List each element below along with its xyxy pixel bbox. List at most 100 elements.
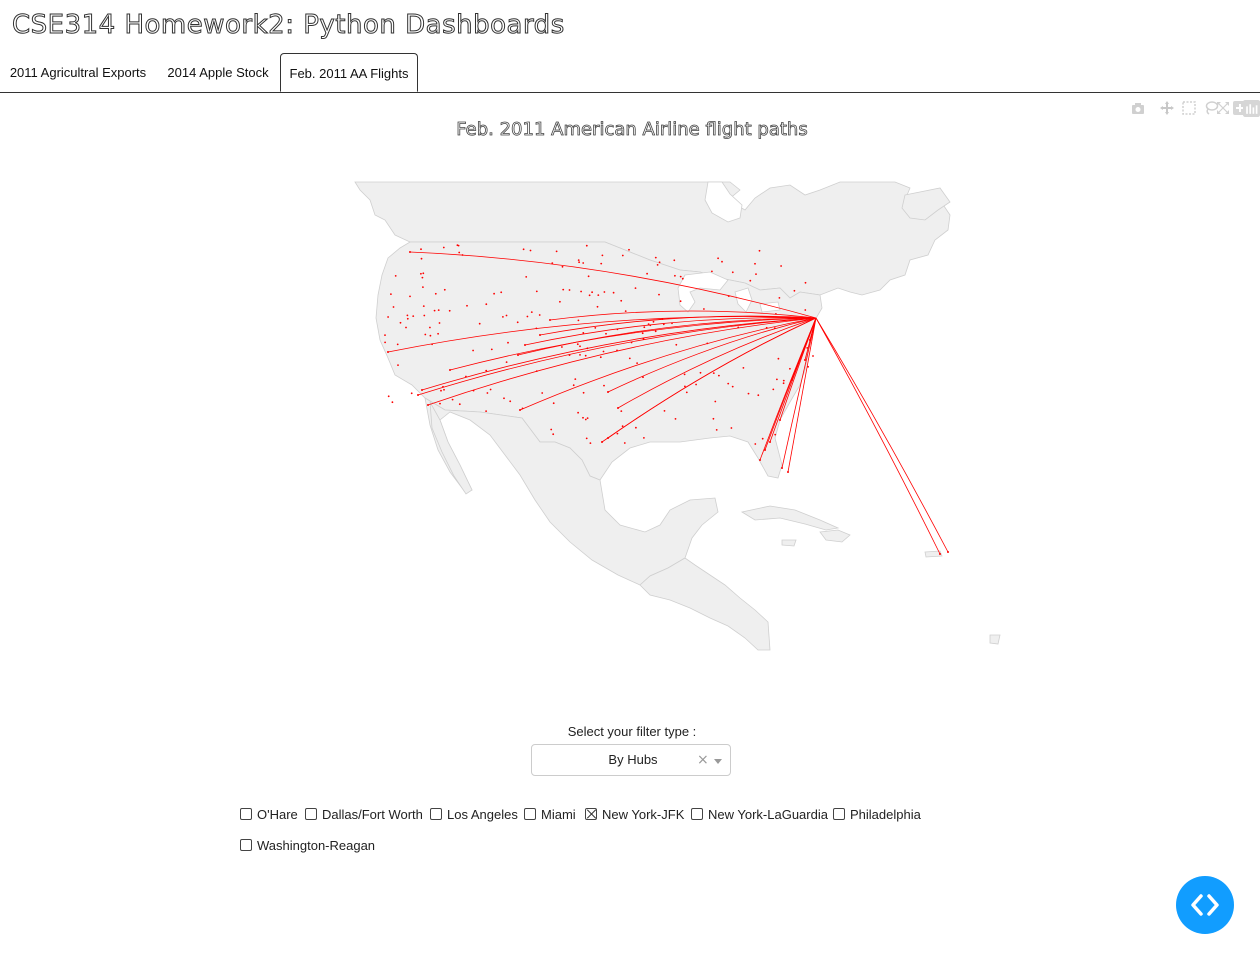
pan-icon[interactable] (1159, 100, 1175, 116)
airport-marker[interactable] (642, 376, 644, 379)
airport-marker[interactable] (641, 332, 644, 335)
lasso-icon[interactable] (1203, 100, 1219, 116)
airport-marker[interactable] (684, 385, 686, 388)
airport-marker[interactable] (409, 295, 411, 298)
airport-marker[interactable] (485, 410, 487, 412)
airport-marker[interactable] (699, 371, 702, 374)
airport-marker[interactable] (578, 261, 580, 264)
airport-marker[interactable] (711, 270, 713, 273)
hub-checkbox-los-angeles[interactable]: Los Angeles (430, 806, 518, 822)
airport-marker[interactable] (804, 359, 806, 361)
airport-marker[interactable] (769, 441, 771, 443)
airport-marker[interactable] (718, 374, 720, 377)
airport-marker[interactable] (712, 372, 715, 374)
airport-marker[interactable] (764, 449, 766, 451)
airport-marker[interactable] (519, 409, 521, 411)
airport-marker[interactable] (731, 385, 734, 388)
airport-marker[interactable] (420, 272, 422, 275)
airport-marker[interactable] (500, 291, 503, 294)
airport-marker[interactable] (761, 437, 764, 440)
airport-marker[interactable] (410, 392, 413, 395)
airport-marker[interactable] (574, 378, 577, 380)
airport-marker[interactable] (721, 260, 723, 263)
airport-marker[interactable] (420, 248, 422, 251)
airport-marker[interactable] (782, 379, 785, 382)
tab-apple-stock[interactable]: 2014 Apple Stock (167, 65, 269, 80)
airport-marker[interactable] (438, 322, 441, 324)
airport-marker[interactable] (577, 319, 580, 322)
airport-marker[interactable] (758, 249, 761, 252)
airport-marker[interactable] (584, 418, 587, 421)
airport-marker[interactable] (424, 333, 427, 336)
airport-marker[interactable] (387, 316, 389, 318)
camera-icon[interactable] (1130, 100, 1146, 116)
airport-marker[interactable] (443, 288, 446, 291)
airport-marker[interactable] (742, 367, 745, 369)
airport-marker[interactable] (421, 276, 424, 279)
airport-marker[interactable] (759, 459, 761, 461)
airport-marker[interactable] (602, 350, 605, 353)
airport-marker[interactable] (656, 264, 659, 266)
airport-marker[interactable] (589, 442, 592, 444)
airport-marker[interactable] (490, 348, 493, 351)
airport-marker[interactable] (443, 388, 445, 391)
airport-marker[interactable] (607, 391, 609, 393)
checkbox-icon[interactable] (524, 808, 536, 820)
airport-marker[interactable] (539, 334, 541, 336)
airport-marker[interactable] (807, 365, 809, 368)
airport-marker[interactable] (624, 310, 627, 312)
airport-marker[interactable] (654, 256, 657, 259)
airport-marker[interactable] (420, 257, 423, 260)
airport-marker[interactable] (605, 332, 607, 335)
airport-marker[interactable] (449, 369, 451, 371)
airport-marker[interactable] (412, 315, 415, 317)
airport-marker[interactable] (658, 261, 661, 264)
airport-marker[interactable] (714, 400, 717, 403)
airport-marker[interactable] (568, 354, 571, 356)
airport-marker[interactable] (538, 314, 541, 316)
airport-marker[interactable] (620, 299, 623, 302)
airport-marker[interactable] (461, 254, 464, 256)
airport-marker[interactable] (422, 286, 424, 288)
airport-marker[interactable] (427, 404, 429, 406)
airport-marker[interactable] (789, 367, 791, 370)
airport-marker[interactable] (812, 355, 814, 357)
airport-marker[interactable] (551, 262, 554, 264)
airport-marker[interactable] (603, 291, 606, 293)
airport-marker[interactable] (507, 341, 509, 344)
airport-marker[interactable] (472, 349, 474, 352)
airport-marker[interactable] (594, 327, 597, 329)
airport-marker[interactable] (503, 397, 505, 400)
airport-marker[interactable] (601, 441, 603, 443)
checkbox-icon[interactable] (691, 808, 703, 820)
airport-marker[interactable] (612, 291, 615, 294)
airport-marker[interactable] (642, 337, 645, 340)
box-select-icon[interactable] (1181, 100, 1197, 116)
airport-marker[interactable] (630, 341, 633, 344)
airport-marker[interactable] (600, 262, 603, 265)
airport-marker[interactable] (731, 271, 734, 274)
airport-marker[interactable] (787, 471, 789, 473)
airport-marker[interactable] (737, 326, 740, 329)
airport-marker[interactable] (587, 275, 590, 278)
airport-marker[interactable] (387, 395, 390, 398)
dev-tools-button[interactable] (1176, 876, 1234, 934)
airport-marker[interactable] (777, 357, 780, 360)
clear-icon[interactable]: × (697, 752, 709, 768)
airport-marker[interactable] (623, 442, 626, 444)
airport-marker[interactable] (448, 309, 451, 312)
airport-marker[interactable] (399, 321, 402, 324)
hub-checkbox-laguardia[interactable]: New York-LaGuardia (691, 806, 828, 822)
airport-marker[interactable] (804, 309, 807, 311)
airport-marker[interactable] (662, 323, 665, 326)
airport-marker[interactable] (727, 382, 730, 385)
airport-marker[interactable] (776, 378, 778, 381)
airport-marker[interactable] (809, 339, 811, 341)
airport-marker[interactable] (429, 334, 432, 337)
flight-map[interactable] (350, 180, 1010, 655)
airport-marker[interactable] (663, 410, 666, 412)
airport-marker[interactable] (781, 467, 783, 469)
airport-marker[interactable] (596, 305, 599, 308)
airport-marker[interactable] (778, 297, 781, 299)
airport-marker[interactable] (673, 259, 676, 262)
